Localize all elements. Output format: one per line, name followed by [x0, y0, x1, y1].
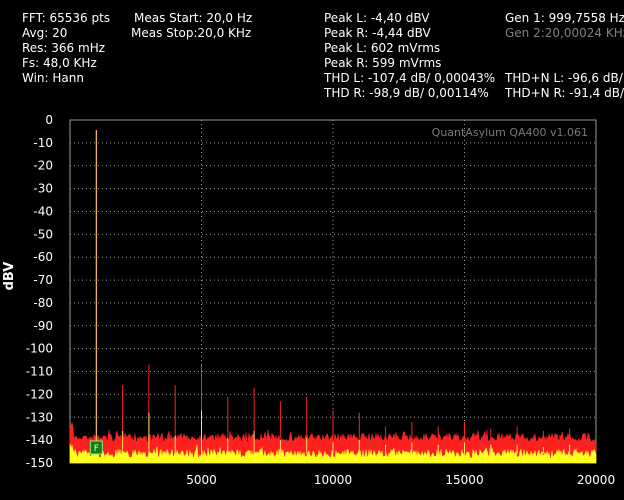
window: Win: Hann — [22, 71, 84, 85]
y-tick-label: -10 — [33, 136, 53, 150]
meas-start: Meas Start: 20,0 Hz — [134, 11, 253, 25]
peak-thd-readouts: Peak L: -4,40 dBV Peak R: -4,44 dBV Peak… — [324, 11, 495, 101]
generator-readouts: Gen 1: 999,7558 Hz Gen 2:20,00024 KHz TH… — [505, 11, 624, 101]
thdn-r: THD+N R: -91,4 dB/ 0, — [505, 86, 624, 100]
measure-range: Meas Start: 20,0 Hz Meas Stop:20,0 KHz — [131, 11, 252, 41]
y-tick-label: -80 — [33, 296, 53, 310]
peak-l-dbv: Peak L: -4,40 dBV — [324, 11, 430, 25]
thd-l: THD L: -107,4 dB/ 0,00043% — [324, 71, 496, 85]
thdn-l: THD+N L: -96,6 dB/ 0, — [505, 71, 624, 85]
resolution: Res: 366 mHz — [22, 41, 106, 55]
fundamental-marker: F — [89, 440, 103, 455]
y-tick-label: -60 — [33, 250, 53, 264]
x-tick-label: 5000 — [186, 473, 217, 487]
peak-r-vrms: Peak R: 599 mVrms — [324, 56, 442, 70]
y-tick-label: -100 — [26, 342, 53, 356]
y-tick-label: -50 — [33, 227, 53, 241]
harmonic-spikes — [95, 130, 571, 454]
x-tick-label: 10000 — [314, 473, 352, 487]
marker-label: F — [94, 444, 99, 454]
y-tick-label: -130 — [26, 410, 53, 424]
y-tick-label: 0 — [45, 113, 53, 127]
marker-box — [89, 440, 103, 455]
x-tick-label: 20000 — [577, 473, 615, 487]
averages: Avg: 20 — [22, 26, 68, 40]
y-tick-label: -150 — [26, 456, 53, 470]
y-tick-label: -110 — [26, 365, 53, 379]
gen1: Gen 1: 999,7558 Hz — [505, 11, 624, 25]
y-tick-label: -20 — [33, 159, 53, 173]
peak-r-dbv: Peak R: -4,44 dBV — [324, 26, 431, 40]
gen2: Gen 2:20,00024 KHz — [505, 26, 624, 40]
y-tick-label: -70 — [33, 273, 53, 287]
tick-labels: 5000 10000 15000 20000 0 -10 -20 -30 -40 -50 -60 -7… — [26, 113, 615, 487]
thd-r: THD R: -98,9 dB/ 0,00114% — [324, 86, 489, 100]
watermark: QuantAsylum QA400 v1.061 — [432, 126, 588, 139]
x-tick-label: 15000 — [445, 473, 483, 487]
fft-points: FFT: 65536 pts — [22, 11, 111, 25]
y-tick-label: -140 — [26, 433, 53, 447]
y-tick-label: -90 — [33, 319, 53, 333]
y-tick-label: -30 — [33, 182, 53, 196]
y-tick-label: -40 — [33, 204, 53, 218]
noise-floor-yellow — [69, 443, 597, 464]
peak-l-vrms: Peak L: 602 mVrms — [324, 41, 441, 55]
sample-rate: Fs: 48,0 KHz — [22, 56, 97, 70]
fft-settings: FFT: 65536 pts Avg: 20 Res: 366 mHz Fs: … — [22, 11, 110, 86]
y-tick-label: -120 — [26, 387, 53, 401]
meas-stop: Meas Stop:20,0 KHz — [131, 26, 252, 40]
